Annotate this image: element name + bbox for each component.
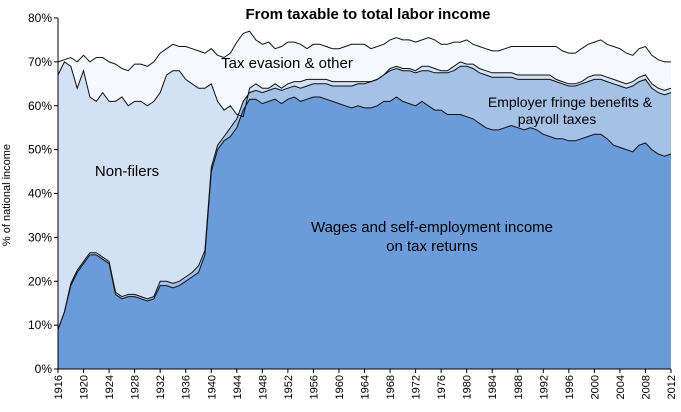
y-tick-label: 0% bbox=[35, 362, 53, 376]
annotation-wages-line1: Wages and self-employment income bbox=[311, 219, 553, 236]
x-tick-label: 1932 bbox=[155, 375, 167, 399]
line-tax-evasion bbox=[57, 30, 671, 72]
x-tick-label: 1924 bbox=[104, 375, 116, 399]
annotation-tax-evasion: Tax evasion & other bbox=[221, 55, 353, 72]
x-tick-label: 1984 bbox=[487, 375, 499, 399]
x-tick-label: 1956 bbox=[308, 375, 320, 399]
series-lines bbox=[57, 30, 672, 330]
y-tick-label: 80% bbox=[28, 11, 52, 25]
y-axis-label: % of national income bbox=[1, 144, 13, 246]
y-tick-label: 20% bbox=[28, 274, 52, 288]
y-tick-label: 30% bbox=[28, 230, 52, 244]
annotation-wages-line2: on tax returns bbox=[386, 238, 478, 255]
chart-title: From taxable to total labor income bbox=[245, 6, 490, 23]
y-tick-label: 70% bbox=[28, 55, 52, 69]
line-non-filers bbox=[57, 61, 672, 118]
x-tick-label: 2012 bbox=[666, 375, 678, 399]
axes: 0% 10% 20% 30% 40% 50% 60% 70% 80% 1916 1920 1924 19… bbox=[28, 11, 678, 399]
x-tick-label: 1928 bbox=[130, 375, 142, 399]
x-tick-label: 2008 bbox=[640, 375, 652, 399]
line-fringe bbox=[57, 65, 672, 330]
x-tick-label: 1976 bbox=[436, 375, 448, 399]
x-tick-label: 1948 bbox=[257, 375, 269, 399]
x-tick-label: 1952 bbox=[283, 375, 295, 399]
x-tick-label: 1992 bbox=[538, 375, 550, 399]
y-tick-label: 10% bbox=[28, 318, 52, 332]
annotation-fringe-line2: payroll taxes bbox=[518, 111, 597, 127]
x-tick-label: 1940 bbox=[206, 375, 218, 399]
x-tick-label: 1968 bbox=[385, 375, 397, 399]
annotation-non-filers: Non-filers bbox=[95, 163, 159, 180]
x-tick-label: 1996 bbox=[564, 375, 576, 399]
line-wages bbox=[57, 96, 672, 330]
annotations: Tax evasion & other Employer fringe bene… bbox=[95, 55, 653, 255]
y-tick-label: 40% bbox=[28, 187, 52, 201]
area-layers bbox=[58, 31, 671, 370]
x-tick-label: 1920 bbox=[79, 375, 91, 399]
y-tick-label: 50% bbox=[28, 143, 52, 157]
x-tick-label: 1944 bbox=[232, 375, 244, 399]
x-tick-label: 2004 bbox=[615, 375, 627, 399]
x-tick-label: 1964 bbox=[360, 375, 372, 399]
annotation-fringe-line1: Employer fringe benefits & bbox=[488, 94, 653, 110]
x-tick-label: 1916 bbox=[53, 375, 65, 399]
x-tick-label: 1960 bbox=[334, 375, 346, 399]
area-wages bbox=[58, 97, 671, 369]
x-tick-label: 1972 bbox=[411, 375, 423, 399]
x-tick-label: 1988 bbox=[513, 375, 525, 399]
y-tick-label: 60% bbox=[28, 99, 52, 113]
x-tick-label: 2000 bbox=[589, 375, 601, 399]
x-tick-label: 1980 bbox=[462, 375, 474, 399]
x-tick-label: 1936 bbox=[181, 375, 193, 399]
